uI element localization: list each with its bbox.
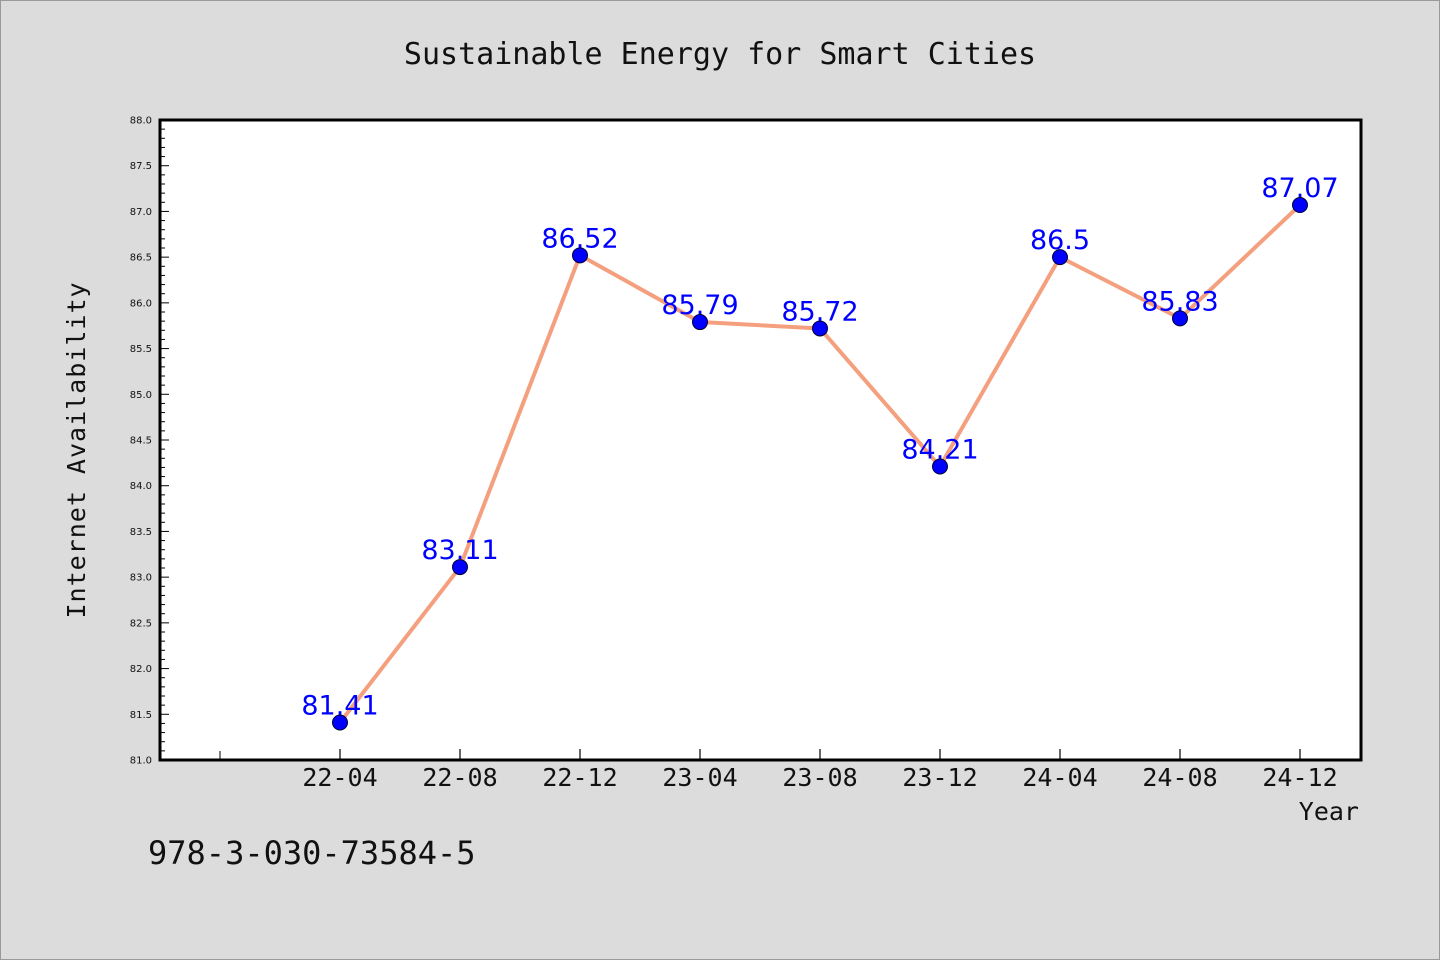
y-tick-label: 87.5 xyxy=(130,161,152,172)
data-point xyxy=(932,458,948,475)
y-tick-label: 88.0 xyxy=(130,116,152,127)
x-tick-label: 22-04 xyxy=(302,763,377,792)
data-point xyxy=(692,314,708,331)
data-point xyxy=(1052,249,1068,266)
x-tick-label: 22-08 xyxy=(422,763,497,792)
data-point xyxy=(332,714,348,731)
y-tick-label: 84.0 xyxy=(130,481,152,492)
data-label: 83.11 xyxy=(421,535,498,566)
data-point xyxy=(1172,310,1188,327)
isbn-annotation: 978-3-030-73584-5 xyxy=(148,834,476,872)
y-tick-label: 86.5 xyxy=(130,253,152,264)
x-tick-label: 23-12 xyxy=(902,763,977,792)
x-axis: 22-04 22-08 22-12 23-04 23-08 23-12 24-04 24-08… xyxy=(219,749,1338,792)
data-point xyxy=(812,320,828,337)
y-axis: 81.0 81.5 82.0 82.5 83.0 83.5 84.0 84.5 85.0 85.5… xyxy=(130,116,169,767)
y-tick-label: 81.0 xyxy=(130,756,152,767)
data-label: 86.52 xyxy=(541,223,618,254)
y-tick-label: 82.5 xyxy=(130,618,152,629)
x-tick-label: 22-12 xyxy=(542,763,617,792)
data-label: 87.07 xyxy=(1261,173,1338,204)
y-tick-label: 82.0 xyxy=(130,664,152,675)
y-tick-label: 81.5 xyxy=(130,710,152,721)
y-tick-label: 85.0 xyxy=(130,390,152,401)
data-point xyxy=(1292,197,1308,214)
y-tick-label: 86.0 xyxy=(130,298,152,309)
data-label: 81.41 xyxy=(301,691,378,722)
data-label: 85.79 xyxy=(661,290,738,321)
x-tick-label: 24-08 xyxy=(1142,763,1217,792)
y-axis-title: Internet Availability xyxy=(62,281,91,618)
y-tick-label: 87.0 xyxy=(130,207,152,218)
data-point xyxy=(572,247,588,264)
x-tick-label: 23-04 xyxy=(662,763,737,792)
x-tick-label: 23-08 xyxy=(782,763,857,792)
x-tick-label: 24-12 xyxy=(1262,763,1337,792)
x-axis-title: Year xyxy=(1299,797,1359,826)
data-point xyxy=(452,559,468,576)
data-label: 85.72 xyxy=(781,296,858,327)
data-label: 84.21 xyxy=(901,435,978,466)
chart-title: Sustainable Energy for Smart Cities xyxy=(404,37,1036,72)
series-layer: 81.41 83.11 86.52 85.79 85.72 84.21 86.5 85.83 8… xyxy=(301,173,1339,731)
data-label: 86.5 xyxy=(1030,225,1090,256)
y-tick-label: 84.5 xyxy=(130,436,152,447)
y-tick-label: 83.5 xyxy=(130,527,152,538)
data-label: 85.83 xyxy=(1141,286,1218,317)
y-tick-label: 83.0 xyxy=(130,573,152,584)
y-tick-label: 85.5 xyxy=(130,344,152,355)
plot-area xyxy=(158,118,1363,762)
x-tick-label: 24-04 xyxy=(1022,763,1097,792)
